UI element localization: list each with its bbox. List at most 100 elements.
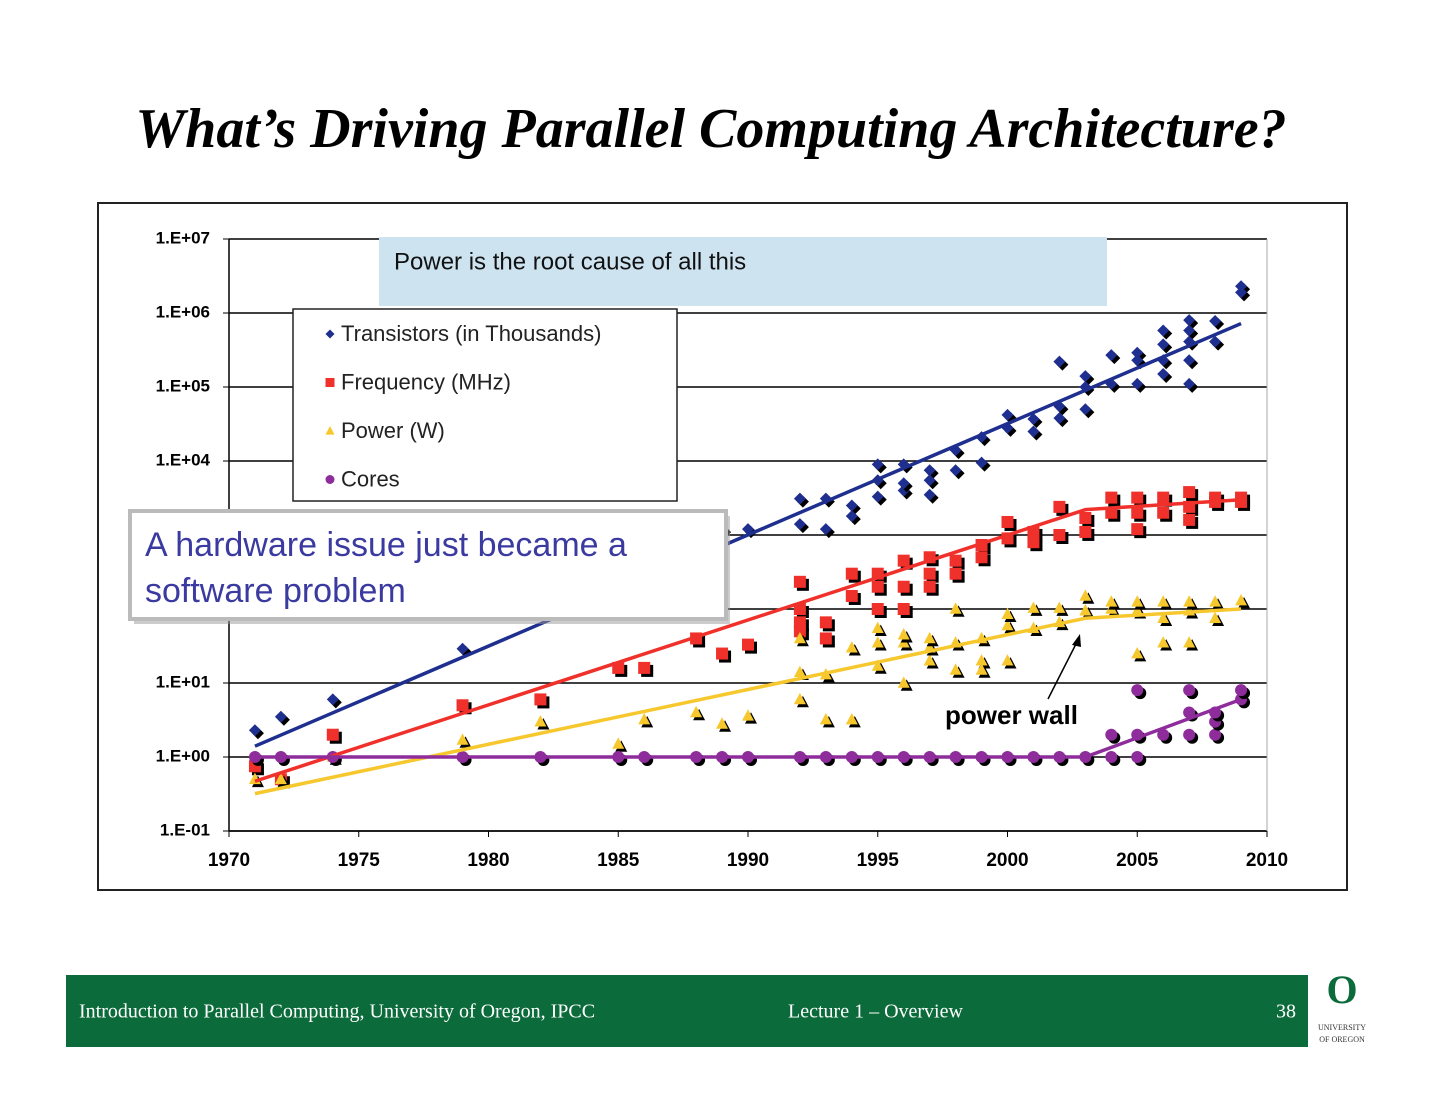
- point: [871, 621, 884, 634]
- point: [1079, 511, 1092, 524]
- point: [1053, 412, 1066, 425]
- callout-box: [128, 509, 728, 621]
- x-tick-label: 1975: [338, 850, 381, 871]
- point: [1183, 324, 1196, 337]
- x-tick-label: 1990: [727, 850, 769, 871]
- point: [1027, 425, 1040, 438]
- point: [1079, 370, 1092, 383]
- point: [975, 456, 988, 469]
- point: [274, 772, 287, 785]
- point: [1131, 377, 1144, 390]
- point: [1105, 506, 1118, 519]
- point: [949, 602, 962, 614]
- slide-title: What’s Driving Parallel Computing Archit…: [135, 98, 1286, 160]
- point: [326, 728, 339, 741]
- point: [897, 628, 910, 640]
- point: [1209, 728, 1222, 741]
- point: [690, 705, 703, 718]
- point: [326, 693, 339, 706]
- point: [897, 580, 910, 593]
- point: [949, 663, 962, 675]
- point: [819, 713, 832, 725]
- point: [1183, 684, 1196, 697]
- point: [1053, 500, 1066, 513]
- point: [871, 580, 884, 593]
- point: [1027, 412, 1040, 425]
- point: [1235, 495, 1248, 508]
- point: [1157, 636, 1170, 648]
- point: [1157, 367, 1170, 380]
- x-tick-label: 1970: [208, 850, 250, 871]
- trend-line: [254, 321, 1242, 748]
- point: [845, 499, 858, 512]
- point: [897, 554, 910, 567]
- legend-marker: [325, 475, 335, 484]
- point: [871, 490, 884, 503]
- trend-line: [254, 697, 1242, 759]
- footer-lecture: Lecture 1 – Overview: [788, 1001, 963, 1023]
- x-tick-label: 1980: [467, 850, 509, 871]
- point: [1157, 338, 1170, 351]
- point: [845, 567, 858, 580]
- point: [1079, 604, 1092, 616]
- point: [1209, 595, 1222, 607]
- point: [742, 638, 754, 651]
- point: [1157, 506, 1170, 519]
- point: [534, 715, 547, 727]
- point: [949, 554, 962, 567]
- point: [612, 737, 625, 749]
- point: [456, 699, 469, 712]
- point: [845, 589, 858, 602]
- point: [456, 642, 469, 655]
- point: [742, 709, 754, 721]
- point: [975, 551, 988, 564]
- point: [1001, 618, 1014, 631]
- point: [1157, 611, 1170, 624]
- point: [1209, 335, 1222, 348]
- point: [793, 692, 806, 705]
- y-tick-label: 1.E+07: [156, 228, 210, 247]
- legend-label: Transistors (in Thousands): [341, 321, 601, 346]
- y-tick-label: 1.E+05: [156, 376, 210, 395]
- point: [1157, 595, 1170, 607]
- legend-marker: [325, 329, 335, 339]
- point: [1131, 595, 1144, 607]
- point: [793, 518, 806, 531]
- point: [1183, 728, 1196, 741]
- point: [871, 603, 884, 615]
- point: [1105, 349, 1118, 362]
- point: [871, 659, 884, 671]
- point: [1235, 684, 1248, 697]
- point: [1183, 636, 1196, 648]
- logo-letter: O: [1326, 967, 1357, 1012]
- point: [716, 647, 729, 660]
- point: [1157, 324, 1170, 337]
- legend-label: Power (W): [341, 418, 445, 443]
- point: [1131, 506, 1144, 519]
- point: [1183, 706, 1196, 719]
- point: [1079, 589, 1092, 601]
- point: [1105, 751, 1118, 763]
- point: [793, 625, 806, 638]
- point: [1001, 408, 1014, 421]
- y-tick-label: 1.E-01: [160, 820, 210, 839]
- point: [897, 603, 910, 615]
- point: [638, 713, 651, 725]
- legend-label: Cores: [341, 466, 400, 491]
- point: [923, 567, 936, 580]
- legend-box: [292, 308, 678, 502]
- point: [923, 580, 936, 593]
- point: [975, 654, 988, 666]
- point: [1053, 355, 1066, 368]
- point: [1183, 314, 1196, 327]
- arrow-shaft: [1047, 639, 1079, 700]
- point: [897, 676, 910, 688]
- point: [845, 641, 858, 653]
- logo-line1: UNIVERSITY: [1318, 1023, 1366, 1032]
- point: [248, 724, 261, 737]
- point: [1001, 515, 1014, 528]
- x-tick-label: 2000: [986, 850, 1028, 871]
- point: [1183, 486, 1196, 499]
- footer-bar: [66, 975, 1308, 1047]
- point: [845, 713, 858, 725]
